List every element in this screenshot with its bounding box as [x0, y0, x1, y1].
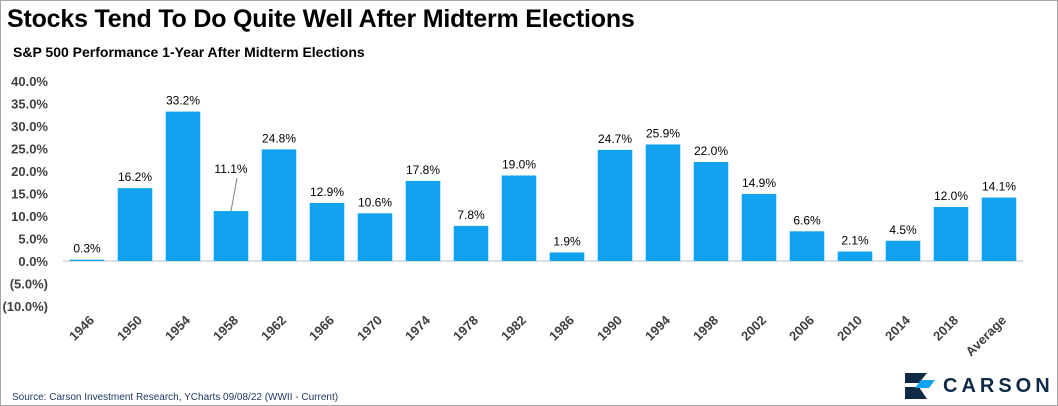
- bar: [405, 180, 441, 261]
- data-label: 33.2%: [166, 94, 200, 108]
- y-tick-label: 40.0%: [11, 74, 48, 89]
- data-label: 14.1%: [982, 180, 1016, 194]
- data-labels: 0.3% 16.2% 33.2% 11.1% 24.8% 12.9% 10.6% 17.8% 7…: [73, 94, 1016, 256]
- x-category-label: 1994: [642, 312, 674, 344]
- y-tick-label: 5.0%: [18, 232, 48, 247]
- bar: [549, 252, 585, 261]
- bar: [741, 193, 777, 261]
- data-label: 24.7%: [598, 132, 632, 146]
- x-category-label: 1970: [354, 313, 385, 344]
- x-category-label: 1978: [450, 313, 481, 344]
- x-category-label: 1982: [498, 313, 529, 344]
- data-label: 10.6%: [358, 195, 392, 209]
- bar: [357, 213, 393, 261]
- data-label: 25.9%: [646, 126, 680, 140]
- data-label: 24.8%: [262, 131, 296, 145]
- x-category-label: 1998: [690, 313, 721, 344]
- data-label: 22.0%: [694, 144, 728, 158]
- source-note: Source: Carson Investment Research, YCha…: [12, 392, 339, 403]
- x-category-label: 1990: [594, 313, 625, 344]
- data-label: 14.9%: [742, 176, 776, 190]
- data-label: 1.9%: [553, 234, 581, 248]
- bar: [213, 211, 249, 261]
- x-category-label: 1966: [306, 313, 337, 344]
- bar: [309, 202, 345, 261]
- bar: [69, 259, 105, 261]
- bar: [981, 197, 1017, 261]
- y-tick-label: 15.0%: [11, 187, 48, 202]
- bar: [165, 111, 201, 261]
- x-category-label: 2018: [930, 313, 961, 344]
- bar: [453, 225, 489, 261]
- data-label: 4.5%: [889, 223, 917, 237]
- bar: [117, 188, 153, 261]
- carson-logo-icon: [905, 373, 935, 399]
- x-category-label: 1974: [402, 312, 434, 344]
- data-label-leader-line: [230, 177, 238, 212]
- data-label: 7.8%: [457, 208, 485, 222]
- data-label: 11.1%: [214, 162, 247, 176]
- y-tick-label: (5.0%): [10, 277, 48, 292]
- data-label: 17.8%: [406, 163, 440, 177]
- bar: [261, 149, 297, 261]
- y-tick-label: 25.0%: [11, 142, 48, 157]
- data-label: 16.2%: [118, 170, 152, 184]
- x-category-label: 2006: [786, 313, 817, 344]
- x-category-label: 1950: [114, 313, 145, 344]
- x-category-label: 1946: [66, 313, 97, 344]
- bar: [693, 162, 729, 261]
- bar: [837, 251, 873, 261]
- data-label: 6.6%: [793, 213, 821, 227]
- bar: [789, 231, 825, 261]
- x-category-label: 2010: [834, 313, 865, 344]
- y-tick-label: (10.0%): [2, 299, 48, 314]
- carson-logo-text: CARSON: [943, 375, 1054, 397]
- y-tick-label: 30.0%: [11, 119, 48, 134]
- carson-logo: CARSON: [903, 371, 1055, 403]
- bar: [885, 240, 921, 261]
- x-category-label: 2002: [738, 313, 769, 344]
- x-category-label: 1986: [546, 313, 577, 344]
- data-label: 12.0%: [934, 189, 968, 203]
- bar: [501, 175, 537, 261]
- x-category-label: 1954: [162, 312, 194, 344]
- x-axis: 1946 1950 1954 1958 1962 1966 1970 1974 1978 1982…: [66, 312, 1009, 359]
- data-label: 12.9%: [310, 185, 344, 199]
- y-tick-label: 20.0%: [11, 164, 48, 179]
- bar: [933, 207, 969, 261]
- x-category-label: 2014: [882, 312, 914, 344]
- y-tick-label: 10.0%: [11, 209, 48, 224]
- chart-subtitle: S&P 500 Performance 1-Year After Midterm…: [13, 44, 365, 60]
- bar-series: [69, 111, 1017, 261]
- x-category-label: 1962: [258, 313, 289, 344]
- x-category-label: 1958: [210, 313, 241, 344]
- bar: [597, 149, 633, 261]
- x-category-label: Average: [963, 313, 1010, 360]
- data-label: 2.1%: [841, 234, 869, 248]
- bar: [645, 144, 681, 261]
- y-axis: 40.0% 35.0% 30.0% 25.0% 20.0% 15.0% 10.0% 5.0% 0…: [2, 74, 48, 314]
- chart-title: Stocks Tend To Do Quite Well After Midte…: [7, 5, 635, 33]
- y-tick-label: 35.0%: [11, 97, 48, 112]
- data-label: 0.3%: [73, 242, 101, 256]
- data-label: 19.0%: [502, 158, 536, 172]
- y-tick-label: 0.0%: [18, 254, 48, 269]
